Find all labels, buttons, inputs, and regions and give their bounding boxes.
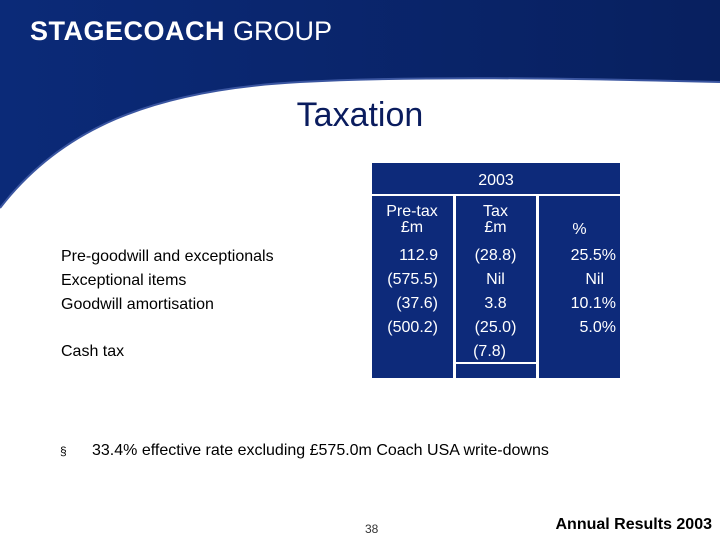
cell-pretax: (37.6)	[396, 295, 438, 312]
column-divider	[453, 196, 456, 378]
row-label: Exceptional items	[61, 272, 187, 289]
cell-tax: (28.8)	[474, 247, 517, 264]
cell-tax: (7.8)	[473, 343, 506, 360]
cell-pretax: 112.9	[399, 247, 438, 264]
slide-title: Taxation	[296, 96, 424, 134]
cell-pretax: (500.2)	[387, 319, 438, 336]
row-label: Goodwill amortisation	[61, 296, 214, 313]
bullet-text: 33.4% effective rate excluding £575.0m C…	[92, 442, 549, 459]
cell-percent: 25.5%	[570, 247, 616, 264]
table-panel	[372, 163, 620, 378]
bullet-icon: §	[60, 444, 67, 458]
cell-tax: Nil	[486, 271, 505, 288]
cell-percent: 5.0%	[579, 319, 616, 336]
company-logo: STAGECOACH GROUP	[30, 16, 332, 47]
col-header-tax: Tax	[483, 203, 508, 220]
row-label: Cash tax	[61, 343, 125, 360]
header-swoosh	[0, 0, 720, 209]
col-header-tax-unit: £m	[484, 219, 507, 236]
panel-corner	[620, 163, 624, 196]
logo-group: GROUP	[233, 16, 333, 46]
page-number: 38	[365, 522, 379, 536]
footer-title: Annual Results 2003	[555, 516, 713, 533]
cell-pretax: (575.5)	[387, 271, 438, 288]
cell-tax: (25.0)	[474, 319, 517, 336]
table-year-header: 2003	[478, 172, 514, 189]
col-header-pretax-unit: £m	[400, 219, 424, 236]
row-label: Pre-goodwill and exceptionals	[61, 248, 274, 265]
column-divider	[536, 196, 539, 378]
col-header-percent: %	[572, 221, 587, 238]
cell-percent: 10.1%	[570, 295, 616, 312]
cell-tax: 3.8	[484, 295, 507, 312]
logo-wordmark: STAGECOACH	[30, 16, 226, 46]
year-underline	[372, 194, 620, 196]
tax-total-line	[455, 362, 536, 364]
col-header-pretax: Pre-tax	[386, 203, 438, 220]
cell-percent: Nil	[585, 271, 604, 288]
